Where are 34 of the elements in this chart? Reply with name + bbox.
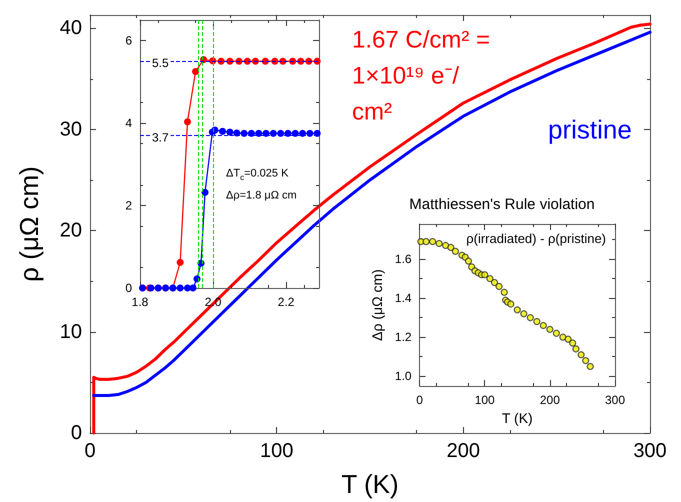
y-tick-label: 40 (60, 17, 82, 40)
x-tick-label: 1.8 (132, 295, 149, 309)
x-tick-label: 0 (416, 393, 424, 407)
y-tick-label: 2 (125, 198, 132, 213)
x-tick-label: 100 (260, 440, 294, 462)
x-tick-label: 200 (446, 440, 480, 462)
x-tick-label: 300 (604, 393, 626, 407)
x-tick-label: 2.2 (278, 295, 295, 309)
ref-line-label: 3.7 (152, 130, 170, 144)
series-label: 1.67 C/cm² = 1×10¹⁹ e⁻/cm² (352, 26, 497, 126)
y-axis-title: Δρ (μΩ cm) (369, 269, 385, 341)
x-tick-label: 100 (474, 393, 496, 407)
y-tick-label: 10 (60, 320, 82, 343)
x-tick-label: 0 (84, 440, 96, 462)
y-tick-label: 1.0 (394, 369, 412, 384)
chart-title: Matthiessen's Rule violation (409, 196, 595, 213)
y-tick-label: 4 (125, 116, 132, 130)
annotation: Δρ=1.8 μΩ cm (226, 190, 297, 202)
text: ρ(irradiated) - ρ(pristine) (466, 231, 606, 246)
y-axis-title: ρ (μΩ cm) (14, 166, 44, 282)
x-tick-label: 300 (633, 440, 667, 462)
y-tick-label: 1.2 (394, 330, 412, 344)
y-tick-label: 0 (125, 281, 132, 295)
y-tick-label: 1.4 (394, 291, 412, 306)
x-axis-title: T (K) (341, 469, 399, 499)
x-axis-title: T (K) (502, 410, 533, 426)
y-tick-label: 6 (125, 34, 132, 48)
y-tick-label: 30 (60, 118, 82, 140)
series-label: pristine (548, 114, 632, 144)
y-tick-label: 0 (70, 422, 82, 444)
x-tick-label: 200 (540, 393, 560, 407)
y-tick-label: 1.6 (394, 252, 412, 266)
ref-line-label: 5.5 (152, 56, 170, 70)
y-tick-label: 20 (60, 220, 82, 242)
